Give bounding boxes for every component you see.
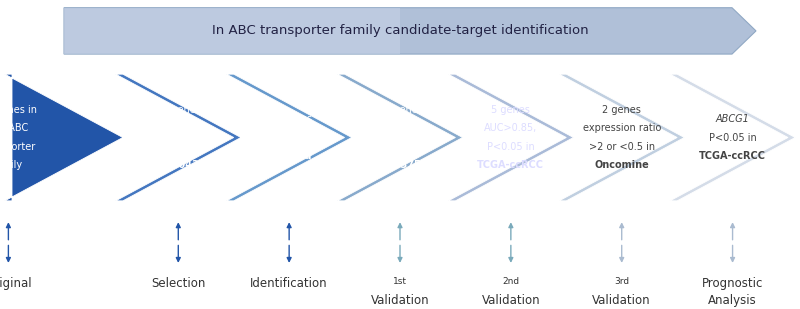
Text: 2 genes: 2 genes [602,105,641,115]
Text: transporter: transporter [0,142,36,152]
Text: TCGA-ccRCC: TCGA-ccRCC [699,151,766,161]
Text: P<0.05 in: P<0.05 in [487,142,534,152]
Text: GSE53757: GSE53757 [372,160,428,170]
Text: 3rd: 3rd [614,277,630,286]
Text: Prognostic: Prognostic [702,277,763,290]
Text: >2 or <0.5 in: >2 or <0.5 in [589,142,654,152]
Text: TCGA-ccRCC: TCGA-ccRCC [478,160,544,170]
Text: Validation: Validation [593,294,651,307]
Text: the ABC: the ABC [0,123,28,133]
Polygon shape [448,74,574,201]
Text: 29 genes: 29 genes [266,114,312,124]
Polygon shape [64,8,400,54]
Text: Analysis: Analysis [708,294,757,307]
Text: 5 genes: 5 genes [491,105,530,115]
Text: 10 genes: 10 genes [378,105,422,115]
Text: P<0.05 in: P<0.05 in [376,142,424,152]
Polygon shape [5,74,123,201]
Text: novel in: novel in [270,133,309,142]
Text: PubMed: PubMed [267,151,311,161]
Text: P<0.05 in: P<0.05 in [709,133,757,142]
Text: 49 genes in: 49 genes in [0,105,37,115]
Polygon shape [559,74,684,201]
Text: GSE40435: GSE40435 [150,160,206,170]
Text: Identification: Identification [250,277,328,290]
Text: 1st: 1st [393,277,407,286]
Polygon shape [116,74,241,201]
Text: Validation: Validation [370,294,430,307]
Text: P<0.05 in: P<0.05 in [154,142,202,152]
Text: Oncomine: Oncomine [594,160,649,170]
Text: 39 genes: 39 genes [156,105,201,115]
Text: Original: Original [0,277,32,290]
Text: AUC>0.5,: AUC>0.5, [154,123,202,133]
Text: Selection: Selection [151,277,206,290]
Polygon shape [226,74,352,201]
Text: AUC>0.85,: AUC>0.85, [374,123,426,133]
Polygon shape [670,74,795,201]
Polygon shape [338,74,462,201]
Text: Validation: Validation [482,294,540,307]
Text: family: family [0,160,23,170]
Text: 2nd: 2nd [502,277,519,286]
Polygon shape [64,8,756,54]
Text: ABCG1: ABCG1 [716,114,750,124]
Text: In ABC transporter family candidate-target identification: In ABC transporter family candidate-targ… [212,24,588,37]
Text: AUC>0.85,: AUC>0.85, [484,123,538,133]
Text: expression ratio: expression ratio [582,123,661,133]
